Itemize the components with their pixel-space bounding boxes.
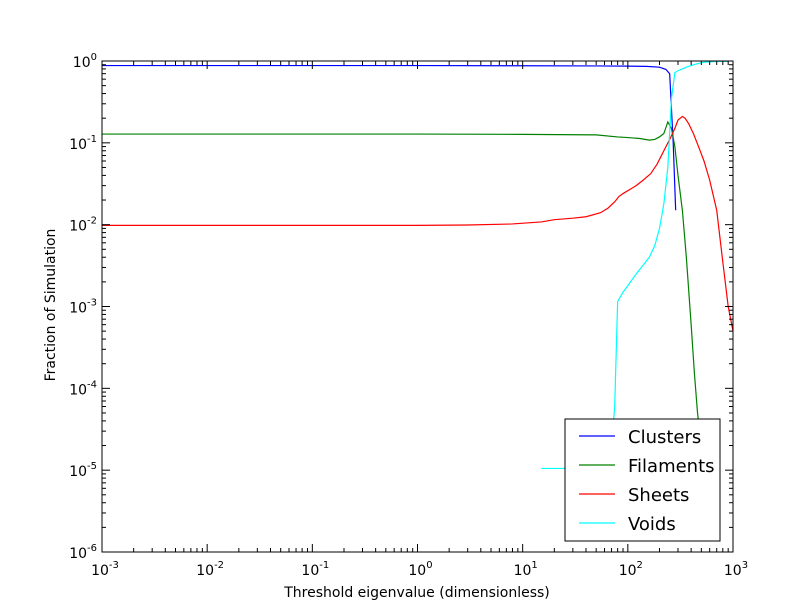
legend-label-voids: Voids <box>628 514 676 535</box>
x-tick-label: 10-2 <box>196 560 224 579</box>
x-tick-label: 101 <box>514 560 538 579</box>
y-tick-label: 10-4 <box>69 379 97 398</box>
y-tick-label: 10-2 <box>69 216 97 235</box>
series-line-filaments <box>102 120 702 446</box>
y-axis-label: Fraction of Simulation <box>43 229 59 382</box>
y-tick-label: 100 <box>73 52 97 71</box>
legend-label-filaments: Filaments <box>628 456 715 477</box>
x-tick-label: 103 <box>724 560 748 579</box>
x-tick-label: 102 <box>619 560 643 579</box>
tick-labels: 10-3 10-2 10-1 100 101 102 103 10-6 10-5 10-4 10-3… <box>69 52 748 579</box>
legend: Clusters Filaments Sheets Voids <box>564 418 721 542</box>
legend-label-sheets: Sheets <box>628 485 689 506</box>
ticks <box>101 60 734 553</box>
x-axis-label: Threshold eigenvalue (dimensionless) <box>283 585 550 601</box>
y-tick-label: 10-5 <box>69 461 97 480</box>
legend-label-clusters: Clusters <box>628 427 701 448</box>
y-tick-label: 10-3 <box>69 298 97 317</box>
x-tick-label: 100 <box>408 560 432 579</box>
x-tick-label: 10-1 <box>301 560 329 579</box>
legend-box <box>564 418 721 542</box>
y-tick-label: 10-1 <box>69 134 97 153</box>
y-tick-label: 10-6 <box>69 543 97 562</box>
x-tick-label: 10-3 <box>91 560 119 579</box>
series-line-sheets <box>102 115 733 332</box>
